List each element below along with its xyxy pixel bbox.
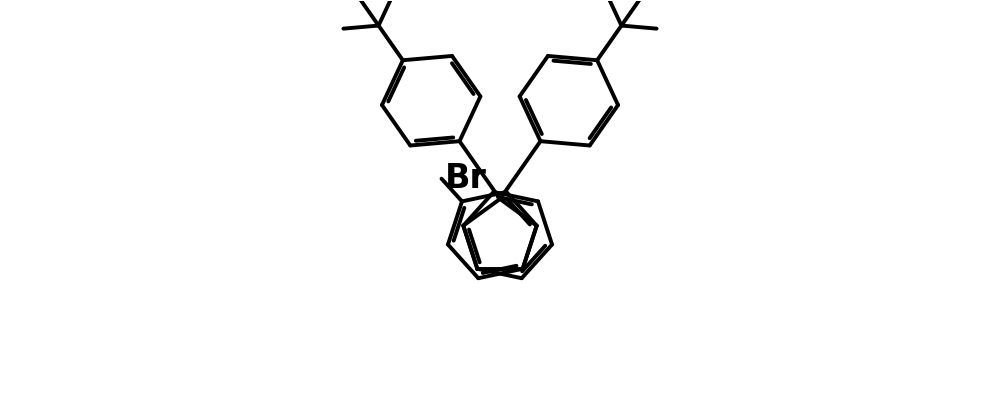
Text: Br: Br [445, 162, 487, 195]
